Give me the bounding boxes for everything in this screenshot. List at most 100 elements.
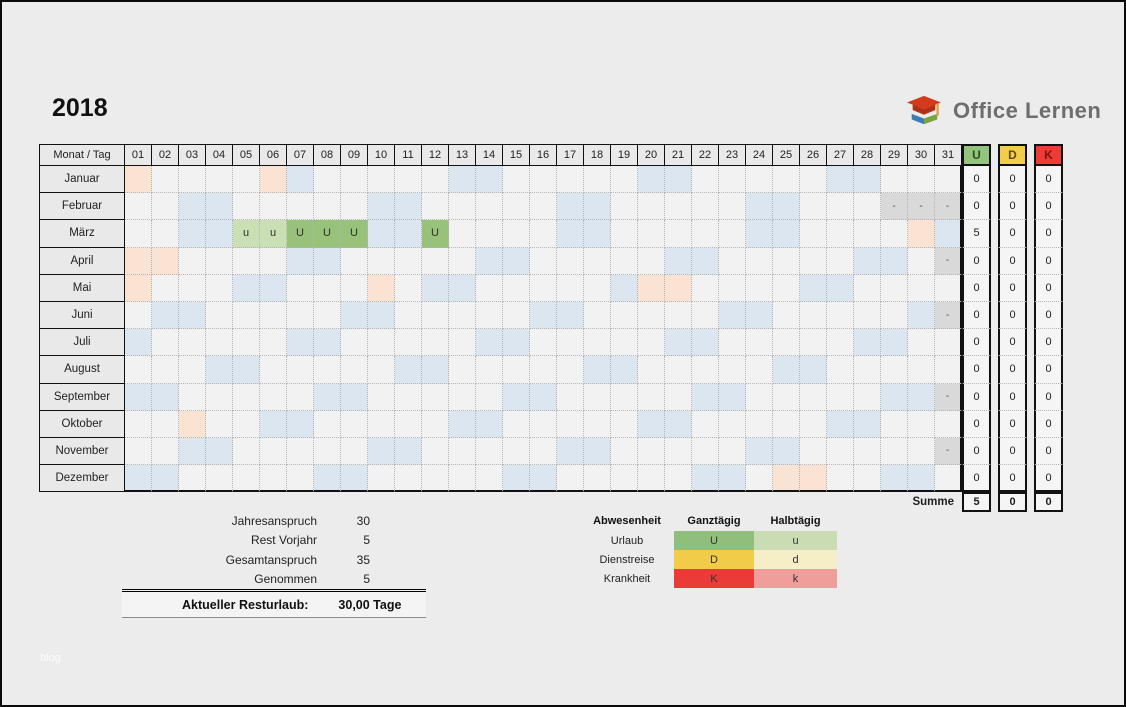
day-cell-april-08[interactable] (314, 247, 341, 275)
day-cell-september-28[interactable] (854, 383, 881, 411)
day-cell-august-17[interactable] (557, 356, 584, 384)
day-cell-dezember-31[interactable] (935, 465, 962, 493)
day-cell-dezember-01[interactable] (125, 465, 152, 493)
day-cell-juli-15[interactable] (503, 329, 530, 357)
day-cell-april-10[interactable] (368, 247, 395, 275)
day-cell-mai-16[interactable] (530, 274, 557, 302)
day-cell-märz-28[interactable] (854, 220, 881, 248)
month-label-august[interactable]: August (39, 356, 125, 384)
day-cell-oktober-30[interactable] (908, 410, 935, 438)
day-cell-juni-19[interactable] (611, 301, 638, 330)
day-cell-august-23[interactable] (719, 356, 746, 384)
day-cell-september-29[interactable] (881, 383, 908, 411)
day-cell-februar-13[interactable] (449, 193, 476, 221)
day-cell-mai-04[interactable] (206, 274, 233, 302)
day-cell-september-27[interactable] (827, 383, 854, 411)
day-cell-dezember-14[interactable] (476, 465, 503, 493)
day-header-17[interactable]: 17 (557, 144, 584, 166)
day-cell-juni-28[interactable] (854, 301, 881, 330)
day-cell-januar-28[interactable] (854, 166, 881, 194)
day-cell-april-02[interactable] (152, 247, 179, 275)
day-cell-juli-18[interactable] (584, 329, 611, 357)
day-cell-märz-23[interactable] (719, 220, 746, 248)
day-cell-juli-05[interactable] (233, 329, 260, 357)
day-cell-oktober-13[interactable] (449, 410, 476, 438)
summary-header-u[interactable]: U (962, 144, 991, 166)
day-cell-dezember-10[interactable] (368, 465, 395, 493)
day-cell-januar-10[interactable] (368, 166, 395, 194)
day-cell-april-16[interactable] (530, 247, 557, 275)
day-cell-april-18[interactable] (584, 247, 611, 275)
day-cell-januar-30[interactable] (908, 166, 935, 194)
day-cell-april-27[interactable] (827, 247, 854, 275)
day-cell-august-04[interactable] (206, 356, 233, 384)
day-cell-september-30[interactable] (908, 383, 935, 411)
day-cell-oktober-17[interactable] (557, 410, 584, 438)
day-cell-märz-04[interactable] (206, 220, 233, 248)
day-cell-märz-14[interactable] (476, 220, 503, 248)
day-cell-mai-01[interactable] (125, 274, 152, 302)
day-cell-april-03[interactable] (179, 247, 206, 275)
day-cell-märz-31[interactable] (935, 220, 962, 248)
day-cell-januar-12[interactable] (422, 166, 449, 194)
day-cell-juni-24[interactable] (746, 301, 773, 330)
day-cell-februar-22[interactable] (692, 193, 719, 221)
day-cell-mai-08[interactable] (314, 274, 341, 302)
day-cell-juni-11[interactable] (395, 301, 422, 330)
day-cell-dezember-12[interactable] (422, 465, 449, 493)
day-cell-september-23[interactable] (719, 383, 746, 411)
day-header-21[interactable]: 21 (665, 144, 692, 166)
day-cell-februar-14[interactable] (476, 193, 503, 221)
day-cell-juni-14[interactable] (476, 301, 503, 330)
month-label-juli[interactable]: Juli (39, 329, 125, 357)
day-cell-mai-10[interactable] (368, 274, 395, 302)
day-cell-februar-07[interactable] (287, 193, 314, 221)
day-cell-oktober-21[interactable] (665, 410, 692, 438)
day-cell-april-15[interactable] (503, 247, 530, 275)
day-cell-oktober-16[interactable] (530, 410, 557, 438)
day-cell-juni-29[interactable] (881, 301, 908, 330)
day-cell-februar-29[interactable]: - (881, 193, 908, 221)
day-cell-juni-30[interactable] (908, 301, 935, 330)
day-cell-mai-27[interactable] (827, 274, 854, 302)
day-cell-juli-21[interactable] (665, 329, 692, 357)
day-cell-september-31[interactable]: - (935, 383, 962, 411)
day-cell-mai-18[interactable] (584, 274, 611, 302)
day-header-16[interactable]: 16 (530, 144, 557, 166)
day-cell-august-06[interactable] (260, 356, 287, 384)
day-cell-september-06[interactable] (260, 383, 287, 411)
day-cell-januar-13[interactable] (449, 166, 476, 194)
day-cell-februar-30[interactable]: - (908, 193, 935, 221)
day-cell-september-20[interactable] (638, 383, 665, 411)
day-cell-november-03[interactable] (179, 437, 206, 466)
day-cell-april-31[interactable]: - (935, 247, 962, 275)
day-cell-märz-24[interactable] (746, 220, 773, 248)
day-cell-januar-29[interactable] (881, 166, 908, 194)
day-cell-april-04[interactable] (206, 247, 233, 275)
day-cell-november-02[interactable] (152, 437, 179, 466)
day-cell-november-25[interactable] (773, 437, 800, 466)
day-cell-mai-15[interactable] (503, 274, 530, 302)
day-cell-märz-20[interactable] (638, 220, 665, 248)
day-cell-oktober-07[interactable] (287, 410, 314, 438)
day-cell-dezember-07[interactable] (287, 465, 314, 493)
day-cell-dezember-17[interactable] (557, 465, 584, 493)
day-cell-september-07[interactable] (287, 383, 314, 411)
day-cell-april-17[interactable] (557, 247, 584, 275)
day-cell-november-05[interactable] (233, 437, 260, 466)
day-header-06[interactable]: 06 (260, 144, 287, 166)
day-cell-juli-09[interactable] (341, 329, 368, 357)
day-cell-august-02[interactable] (152, 356, 179, 384)
day-cell-mai-24[interactable] (746, 274, 773, 302)
month-label-januar[interactable]: Januar (39, 166, 125, 194)
day-cell-februar-16[interactable] (530, 193, 557, 221)
day-cell-oktober-18[interactable] (584, 410, 611, 438)
day-cell-oktober-12[interactable] (422, 410, 449, 438)
day-cell-dezember-05[interactable] (233, 465, 260, 493)
day-cell-dezember-11[interactable] (395, 465, 422, 493)
day-cell-november-08[interactable] (314, 437, 341, 466)
month-label-juni[interactable]: Juni (39, 301, 125, 330)
day-cell-märz-09[interactable]: U (341, 220, 368, 248)
day-cell-mai-13[interactable] (449, 274, 476, 302)
day-cell-mai-07[interactable] (287, 274, 314, 302)
